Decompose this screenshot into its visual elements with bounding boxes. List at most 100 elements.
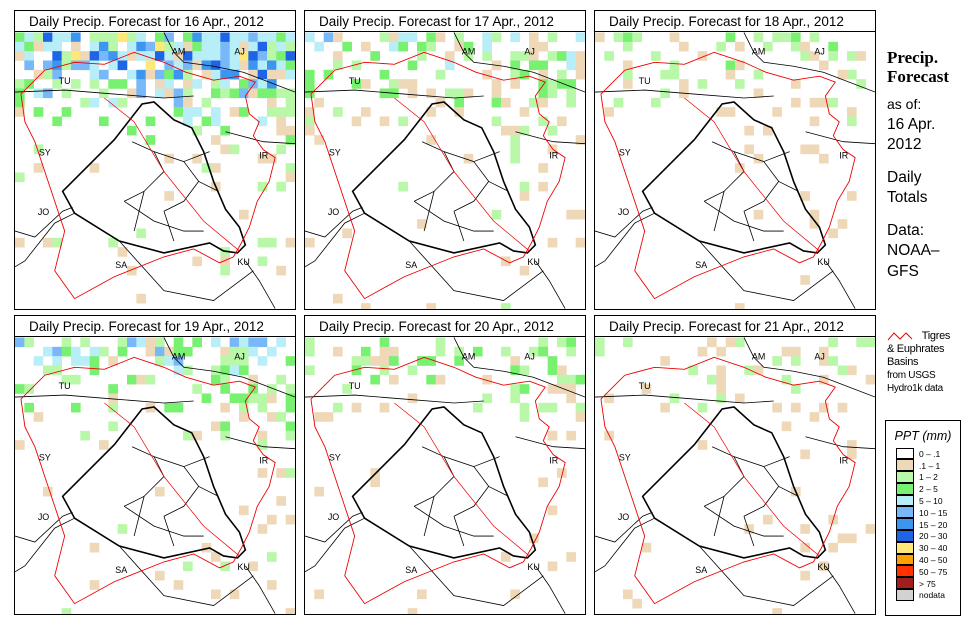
border-line	[163, 211, 175, 242]
precip-cell	[192, 153, 202, 164]
precip-cell	[473, 346, 483, 357]
precip-cell	[595, 346, 605, 357]
precip-cell	[117, 60, 128, 71]
precip-cell	[285, 608, 295, 614]
precip-cell	[828, 97, 838, 108]
precip-cell	[192, 51, 202, 61]
precip-cell	[136, 88, 146, 99]
precip-grid	[15, 32, 295, 304]
precip-cell	[15, 88, 25, 99]
precip-cell	[43, 32, 53, 43]
precip-cell	[211, 337, 221, 348]
precip-cell	[173, 88, 184, 99]
precip-cell	[389, 356, 399, 366]
precip-cell	[61, 32, 72, 43]
precip-cell	[837, 402, 848, 413]
precip-cell	[276, 41, 286, 52]
precip-cell	[566, 337, 576, 348]
precip-cell	[725, 32, 736, 43]
precip-cell	[164, 402, 174, 413]
legend-item: 1 – 2	[896, 471, 960, 484]
precip-cell	[697, 402, 708, 413]
precip-cell	[819, 356, 829, 366]
precip-cell	[763, 41, 773, 52]
precip-cell	[697, 51, 708, 61]
precip-cell	[519, 181, 530, 192]
border-line	[778, 486, 799, 497]
precip-cell	[285, 41, 295, 52]
precip-cell	[389, 32, 399, 43]
label-sy: SY	[619, 148, 631, 158]
precip-cell	[267, 153, 277, 164]
legend-item: 10 – 15	[896, 506, 960, 519]
precip-cell	[361, 41, 371, 52]
precip-cell	[716, 41, 726, 52]
precip-cell	[763, 125, 773, 136]
precip-cell	[847, 533, 857, 544]
precip-cell	[24, 51, 34, 61]
label-sy: SY	[39, 453, 51, 463]
precip-cell	[557, 468, 567, 478]
label-jo: JO	[618, 207, 629, 217]
precip-cell	[314, 412, 324, 422]
precip-cell	[99, 32, 109, 43]
precip-cell	[229, 346, 240, 357]
precip-cell	[211, 116, 221, 127]
precip-cell	[267, 69, 277, 80]
precip-cell	[454, 97, 464, 108]
precip-cell	[108, 384, 118, 394]
precip-cell	[99, 41, 109, 52]
precip-cell	[267, 237, 277, 248]
precip-cell	[828, 228, 838, 239]
precip-cell	[595, 337, 605, 348]
precip-cell	[379, 346, 390, 357]
precip-cell	[305, 365, 315, 376]
panel-title: Daily Precip. Forecast for 17 Apr., 2012	[304, 10, 586, 32]
precip-cell	[454, 107, 464, 117]
precip-cell	[192, 125, 202, 136]
precip-cell	[305, 346, 315, 357]
precip-cell	[257, 440, 268, 450]
precip-cell	[510, 356, 520, 366]
precip-cell	[229, 107, 240, 117]
precip-cell	[809, 219, 820, 229]
precip-cell	[305, 32, 315, 43]
precip-cell	[248, 337, 258, 348]
precip-cell	[547, 402, 558, 413]
precip-cell	[80, 60, 90, 71]
precip-cell	[323, 32, 334, 43]
precip-cell	[183, 116, 193, 127]
precip-cell	[407, 79, 418, 89]
precip-cell	[52, 32, 62, 43]
precip-cell	[155, 41, 165, 52]
precip-cell	[688, 365, 698, 376]
precip-cell	[435, 69, 446, 80]
precip-cell	[89, 32, 100, 43]
precip-cell	[510, 51, 520, 61]
precip-cell	[847, 191, 857, 201]
precip-cell	[463, 41, 474, 52]
label-aj: AJ	[234, 351, 244, 361]
precip-cell	[285, 468, 295, 478]
precip-cell	[725, 60, 736, 71]
legend-label: > 75	[919, 578, 936, 589]
precip-cell	[445, 51, 455, 61]
precip-cell	[604, 51, 614, 61]
legend-label: 50 – 75	[919, 566, 948, 577]
legend-swatch	[896, 589, 914, 601]
legend-item: 2 – 5	[896, 482, 960, 495]
precip-cell	[482, 393, 492, 404]
precip-cell	[201, 97, 212, 108]
precip-cell	[220, 79, 230, 89]
precip-cell	[473, 402, 483, 413]
precip-cell	[669, 69, 680, 80]
precip-cell	[220, 346, 230, 357]
precip-cell	[482, 51, 492, 61]
precip-cell	[305, 237, 315, 248]
precip-cell	[164, 51, 174, 61]
side-title: Precip. Forecast	[887, 48, 949, 86]
precip-cell	[211, 69, 221, 80]
precip-cell	[547, 32, 558, 43]
precip-cell	[239, 41, 249, 52]
border-line	[733, 456, 780, 517]
